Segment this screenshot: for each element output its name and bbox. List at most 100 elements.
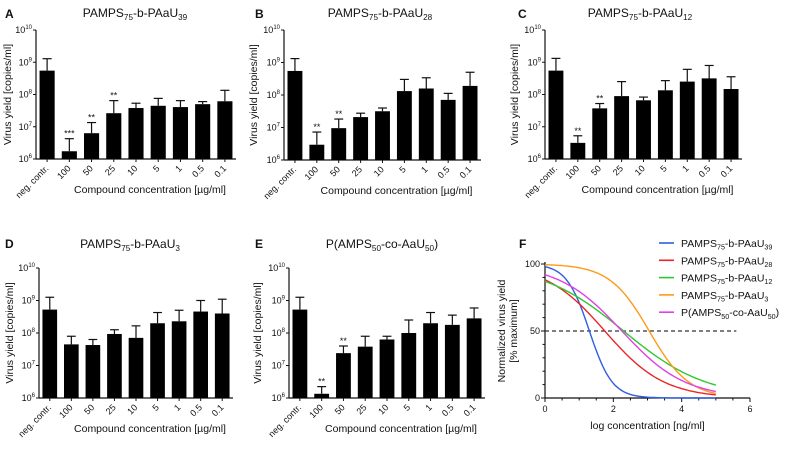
y-tick-label: 107 (272, 361, 286, 371)
tick-base: 10 (22, 296, 32, 306)
tick-base: 10 (272, 296, 282, 306)
text-segment: PAMPS (588, 6, 629, 20)
bar (462, 85, 478, 160)
tick-base: 10 (263, 25, 273, 35)
x-tick-label: neg. contr. (523, 163, 560, 200)
tick-exponent: 6 (282, 393, 286, 399)
tick-exponent: 6 (538, 154, 542, 160)
bar (418, 88, 434, 160)
x-axis-label: log concentration [ng/ml] (590, 420, 704, 432)
x-tick-label: 10 (125, 163, 139, 177)
text-segment: PAMPS (681, 238, 717, 250)
bar (423, 323, 438, 398)
tick-base: 10 (22, 393, 32, 403)
x-tick-label: 5 (150, 402, 161, 413)
bar (171, 321, 187, 398)
bar (309, 144, 325, 160)
x-tick-label: 0.5 (440, 402, 456, 418)
y-tick-label: 109 (19, 57, 33, 67)
panel-label: C (518, 7, 527, 21)
x-tick-label: 100 (307, 402, 325, 420)
tick-exponent: 7 (29, 122, 33, 128)
series-line (544, 280, 716, 386)
y-tick-label: 108 (19, 90, 33, 100)
y-tick-label: 108 (528, 90, 542, 100)
bar (375, 111, 390, 160)
tick-base: 10 (267, 58, 277, 68)
tick-exponent: 8 (538, 90, 542, 96)
bar (214, 313, 230, 398)
x-tick-label: 25 (350, 164, 364, 178)
tick-exponent: 10 (273, 25, 280, 31)
bar (592, 108, 608, 159)
tick-base: 10 (19, 90, 29, 100)
tick-exponent: 8 (29, 90, 33, 96)
series-line (544, 266, 716, 399)
x-tick-label: neg. contr. (267, 402, 304, 439)
tick-base: 10 (267, 123, 277, 133)
tick-exponent: 9 (538, 57, 542, 63)
bar (466, 318, 482, 398)
x-tick-label: neg. contr. (262, 164, 299, 201)
y-tick-label: 108 (272, 328, 286, 338)
x-tick-label: 0 (542, 404, 547, 414)
x-tick-label: 0.1 (462, 402, 478, 418)
x-tick-label: 10 (376, 402, 390, 416)
bar (61, 151, 77, 159)
y-tick-label: 107 (19, 122, 33, 132)
y-tick-label: 107 (267, 123, 281, 133)
bar (217, 101, 233, 159)
x-tick-label: 2 (611, 404, 616, 414)
panel-label: D (5, 237, 14, 251)
x-tick-label: 0.1 (458, 164, 474, 180)
tick-exponent: 10 (278, 263, 285, 269)
x-tick-label: 0.5 (436, 164, 452, 180)
tick-base: 10 (528, 90, 538, 100)
tick-base: 10 (267, 155, 277, 165)
subscript: 39 (178, 13, 188, 22)
x-tick-label: 50 (333, 402, 347, 416)
subscript: 50 (721, 313, 729, 321)
bar (614, 96, 630, 159)
x-axis-label: Compound concentration [µg/ml] (321, 185, 473, 197)
subscript: 12 (683, 13, 693, 22)
tick-exponent: 10 (534, 25, 541, 31)
significance-marker: ** (313, 122, 321, 132)
x-tick-label: 1 (419, 164, 430, 175)
bar (195, 104, 211, 159)
bar (357, 346, 373, 398)
x-tick-label: 0.5 (188, 402, 204, 418)
y-tick-label: 107 (22, 361, 36, 371)
tick-exponent: 9 (282, 296, 286, 302)
x-tick-label: 10 (125, 402, 139, 416)
y-tick-label: 106 (22, 393, 36, 403)
x-tick-label: 100 (55, 163, 73, 181)
subscript: 75 (121, 244, 131, 253)
panel-title: PAMPS75-b-PAaU12 (588, 6, 693, 22)
panel-title: P(AMPS50-co-AaU50) (326, 237, 438, 253)
tick-exponent: 9 (29, 57, 33, 63)
tick-base: 10 (15, 25, 25, 35)
text-segment: P(AMPS (681, 307, 721, 319)
subscript: 50 (425, 244, 435, 253)
tick-exponent: 8 (277, 90, 281, 96)
x-tick-label: 1 (423, 402, 434, 413)
panel-title: PAMPS75-b-PAaU39 (83, 6, 188, 22)
bar (39, 70, 55, 159)
significance-marker: *** (64, 129, 75, 139)
tick-exponent: 6 (29, 154, 33, 160)
x-axis-label: Compound concentration [µg/ml] (74, 184, 226, 196)
bar (128, 337, 144, 398)
y-tick-label: 100 (525, 259, 540, 269)
y-tick-label: 1010 (18, 263, 35, 273)
tick-base: 10 (19, 122, 29, 132)
bar (193, 311, 208, 398)
bar (636, 100, 651, 159)
x-tick-label: 1 (172, 402, 183, 413)
subscript: 75 (717, 261, 725, 269)
tick-exponent: 10 (28, 263, 35, 269)
series-line (544, 279, 716, 396)
panel-label: E (255, 237, 263, 251)
bar (701, 78, 717, 159)
